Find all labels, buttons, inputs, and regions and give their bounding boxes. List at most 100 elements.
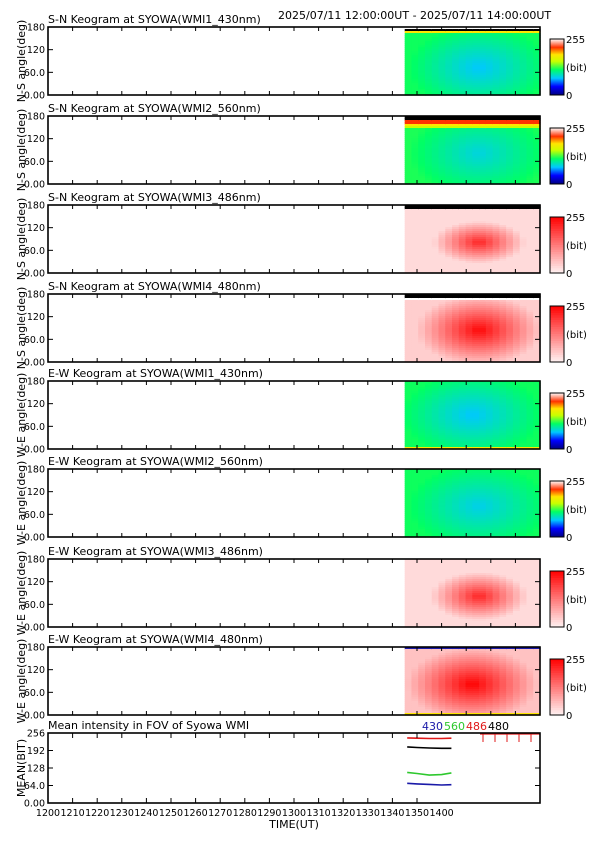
- keogram-cell: [418, 61, 426, 64]
- keogram-cell: [465, 477, 473, 480]
- keogram-cell: [526, 296, 534, 299]
- keogram-cell: [418, 263, 426, 266]
- keogram-cell: [465, 567, 473, 570]
- keogram-cell: [404, 69, 413, 72]
- keogram-cell: [411, 298, 419, 301]
- keogram-cell: [472, 415, 480, 418]
- keogram-cell: [506, 527, 514, 530]
- keogram-cell: [533, 81, 541, 84]
- keogram-cell: [438, 120, 446, 123]
- keogram-cell: [431, 221, 440, 224]
- keogram-cell: [472, 47, 480, 50]
- chart-panel-4: S-N Keogram at SYOWA(WMI4_480nm)18012060…: [15, 280, 587, 369]
- keogram-cell: [533, 503, 541, 506]
- keogram-cell: [472, 85, 480, 88]
- keogram-cell: [472, 575, 480, 578]
- keogram-cell: [506, 513, 514, 516]
- keogram-cell: [499, 124, 507, 127]
- keogram-cell: [411, 253, 419, 256]
- keogram-cell: [458, 257, 467, 260]
- keogram-cell: [418, 164, 426, 167]
- keogram-cell: [472, 583, 480, 586]
- keogram-cell: [485, 120, 494, 123]
- keogram-cell: [438, 209, 446, 212]
- keogram-cell: [512, 497, 521, 500]
- keogram-cell: [479, 439, 487, 442]
- keogram-cell: [465, 583, 473, 586]
- keogram-cell: [425, 567, 433, 570]
- keogram-cell: [431, 160, 440, 163]
- colorbar-step: [550, 224, 564, 227]
- keogram-cell: [425, 257, 433, 260]
- colorbar-step: [550, 359, 564, 363]
- keogram-cell: [519, 55, 528, 58]
- keogram-cell: [479, 324, 487, 327]
- keogram-cell: [492, 475, 501, 478]
- keogram-cell: [431, 81, 440, 84]
- keogram-cell: [519, 205, 528, 208]
- keogram-cell: [404, 587, 413, 590]
- colorbar-unit-label: (bit): [566, 505, 587, 516]
- keogram-cell: [465, 354, 473, 357]
- keogram-cell: [418, 122, 426, 125]
- keogram-cell: [512, 251, 521, 254]
- keogram-cell: [404, 573, 413, 576]
- y-tick-label: 60.0: [24, 335, 45, 346]
- keogram-cell: [445, 77, 453, 80]
- keogram-cell: [452, 209, 460, 212]
- keogram-cell: [485, 605, 494, 608]
- keogram-cell: [418, 429, 426, 432]
- keogram-cell: [533, 310, 541, 313]
- keogram-cell: [512, 243, 521, 246]
- keogram-cell: [411, 207, 419, 210]
- keogram-cell: [411, 517, 419, 520]
- keogram-cell: [411, 37, 419, 40]
- keogram-cell: [506, 316, 514, 319]
- keogram-cell: [465, 356, 473, 359]
- keogram-cell: [431, 229, 440, 232]
- keogram-cell: [492, 358, 501, 361]
- keogram-cell: [431, 591, 440, 594]
- keogram-cell: [411, 211, 419, 214]
- keogram-cell: [492, 67, 501, 70]
- keogram-cell: [418, 67, 426, 70]
- keogram-cell: [465, 445, 473, 448]
- keogram-cell: [492, 479, 501, 482]
- keogram-cell: [485, 429, 494, 432]
- keogram-cell: [452, 180, 460, 183]
- keogram-cell: [492, 237, 501, 240]
- keogram-cell: [452, 497, 460, 500]
- keogram-cell: [418, 322, 426, 325]
- keogram-cell: [411, 561, 419, 564]
- keogram-cell: [499, 296, 507, 299]
- keogram-cell: [485, 509, 494, 512]
- keogram-cell: [411, 477, 419, 480]
- keogram-cell: [458, 495, 467, 498]
- keogram-cell: [458, 419, 467, 422]
- keogram-cell: [506, 435, 514, 438]
- keogram-cell: [445, 340, 453, 343]
- keogram-cell: [506, 441, 514, 444]
- keogram-cell: [519, 477, 528, 480]
- keogram-cell: [479, 358, 487, 361]
- keogram-cell: [418, 609, 426, 612]
- keogram-cell: [472, 577, 480, 580]
- keogram-cell: [418, 585, 426, 588]
- keogram-cell: [492, 39, 501, 42]
- keogram-cell: [519, 237, 528, 240]
- keogram-cell: [452, 148, 460, 151]
- keogram-cell: [431, 241, 440, 244]
- keogram-cell: [526, 409, 534, 412]
- colorbar-step: [550, 343, 564, 347]
- keogram-cell: [452, 29, 460, 32]
- keogram-cell: [452, 298, 460, 301]
- keogram-cell: [472, 397, 480, 400]
- keogram-cell: [431, 427, 440, 430]
- keogram-cell: [485, 477, 494, 480]
- keogram-cell: [526, 439, 534, 442]
- keogram-cell: [485, 519, 494, 522]
- keogram-cell: [418, 489, 426, 492]
- keogram-cell: [512, 132, 521, 135]
- keogram-cell: [519, 405, 528, 408]
- keogram-cell: [404, 122, 413, 125]
